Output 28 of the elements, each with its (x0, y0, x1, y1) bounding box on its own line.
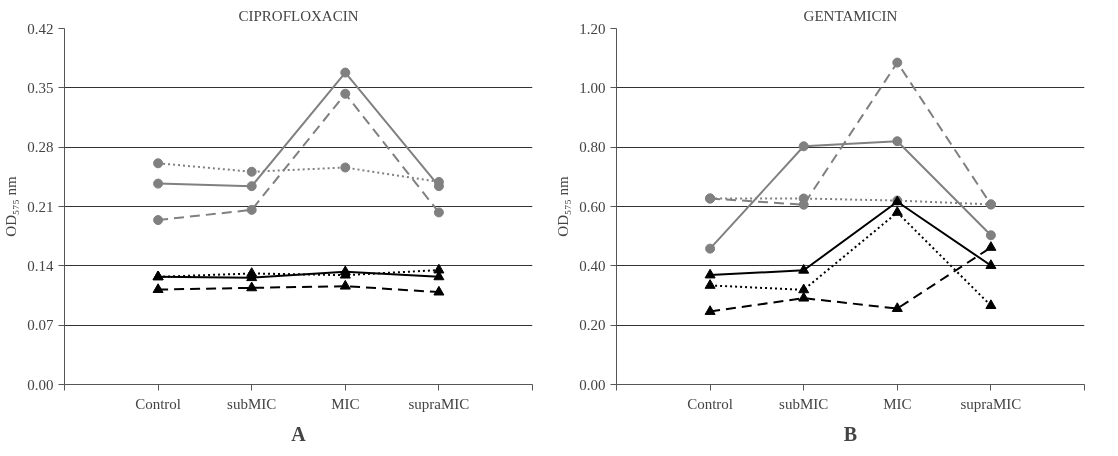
x-tick-label: MIC (883, 395, 912, 412)
y-tick-label: 0.07 (27, 317, 54, 334)
y-tick-label: 0.40 (579, 257, 606, 274)
y-tick-label: 1.20 (579, 20, 606, 37)
x-tick-label: Control (135, 395, 182, 412)
y-tick-label: 0.00 (27, 376, 54, 393)
x-tick-label: Control (687, 395, 734, 412)
x-tick-label: subMIC (779, 395, 829, 412)
x-tick-label: subMIC (227, 395, 277, 412)
y-axis-title: OD₅₇₅ nm (3, 176, 20, 237)
y-tick-label: 0.42 (27, 20, 54, 37)
y-tick-label: 0.14 (27, 257, 54, 274)
x-tick-label: supraMIC (960, 395, 1022, 412)
y-axis-title: OD₅₇₅ nm (555, 176, 572, 237)
y-tick-label: 0.00 (579, 376, 606, 393)
y-tick-label: 0.20 (579, 317, 606, 334)
text: B (843, 422, 858, 445)
x-tick-label: supraMIC (408, 395, 470, 412)
y-tick-label: 0.35 (27, 79, 54, 96)
text: A (291, 422, 307, 445)
y-tick-label: 0.28 (27, 139, 54, 156)
y-tick-label: 0.21 (27, 198, 54, 215)
y-tick-label: 1.00 (579, 79, 606, 96)
y-tick-label: 0.80 (579, 139, 606, 156)
x-tick-label: MIC (331, 395, 360, 412)
chart-title: GENTAMICIN (803, 7, 898, 24)
chart-title: CIPROFLOXACIN (238, 7, 359, 24)
y-tick-label: 0.60 (579, 198, 606, 215)
